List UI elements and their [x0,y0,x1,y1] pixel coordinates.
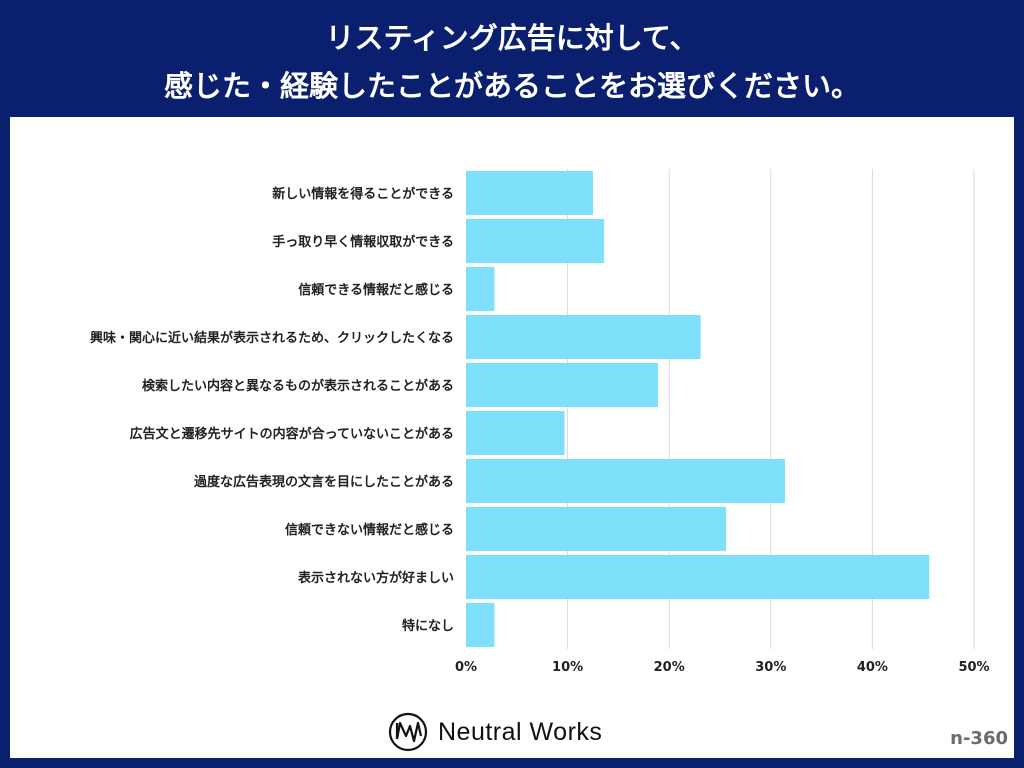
chart-title: リスティング広告に対して、 感じた・経験したことがあることをお選びください。 [0,14,1024,110]
logo-text: Neutral Works [438,717,603,746]
bar [466,555,930,599]
x-axis-ticks: 0% 10% 20% 30% 40% 50% [455,660,990,675]
category-label: 過度な広告表現の文言を目にしたことがある [193,474,454,490]
x-tick-label: 0% [455,660,477,675]
category-label: 検索したい内容と異なるものが表示されることがある [142,378,454,394]
bar [466,411,565,455]
x-tick-label: 40% [857,660,888,675]
chart-panel: 新しい情報を得ることができる 手っ取り早く情報収取ができる信頼できる情報だと感じる… [10,117,1014,758]
category-label: 特になし [402,618,454,634]
bar [466,315,701,359]
category-label: 興味・関心に近い結果が表示されるため、クリックしたくなる [90,330,454,346]
bar-chart: 新しい情報を得ることができる手っ取り早く情報収取ができる信頼できる情報だと感じる… [90,169,990,675]
category-label: 広告文と遷移先サイトの内容が合っていないことがある [130,426,454,442]
bar [466,507,727,551]
sample-size: n-360 [950,728,1008,749]
bar [466,171,593,215]
bar [466,267,495,311]
bar [466,363,659,407]
bar [466,219,605,263]
category-label: 手っ取り早く情報収取ができる [272,234,454,250]
neutral-works-logo-icon [388,712,428,752]
category-label: 新しい情報を得ることができる [272,186,454,202]
category-label: 信頼できない情報だと感じる [285,522,454,538]
x-tick-label: 10% [552,660,583,675]
category-labels: 新しい情報を得ることができる手っ取り早く情報収取ができる信頼できる情報だと感じる… [90,186,454,634]
bar [466,459,786,503]
x-tick-label: 20% [654,660,685,675]
category-label: 表示されない方が好ましい [297,570,454,586]
bars [466,171,930,647]
chart-title-line1: リスティング広告に対して、 [325,21,699,55]
x-tick-label: 30% [755,660,786,675]
category-label: 信頼できる情報だと感じる [298,282,454,298]
brand-logo: Neutral Works [388,712,602,752]
chart-title-line2: 感じた・経験したことがあることをお選びください。 [163,69,860,103]
bar [466,603,495,647]
x-tick-label: 50% [958,660,989,675]
